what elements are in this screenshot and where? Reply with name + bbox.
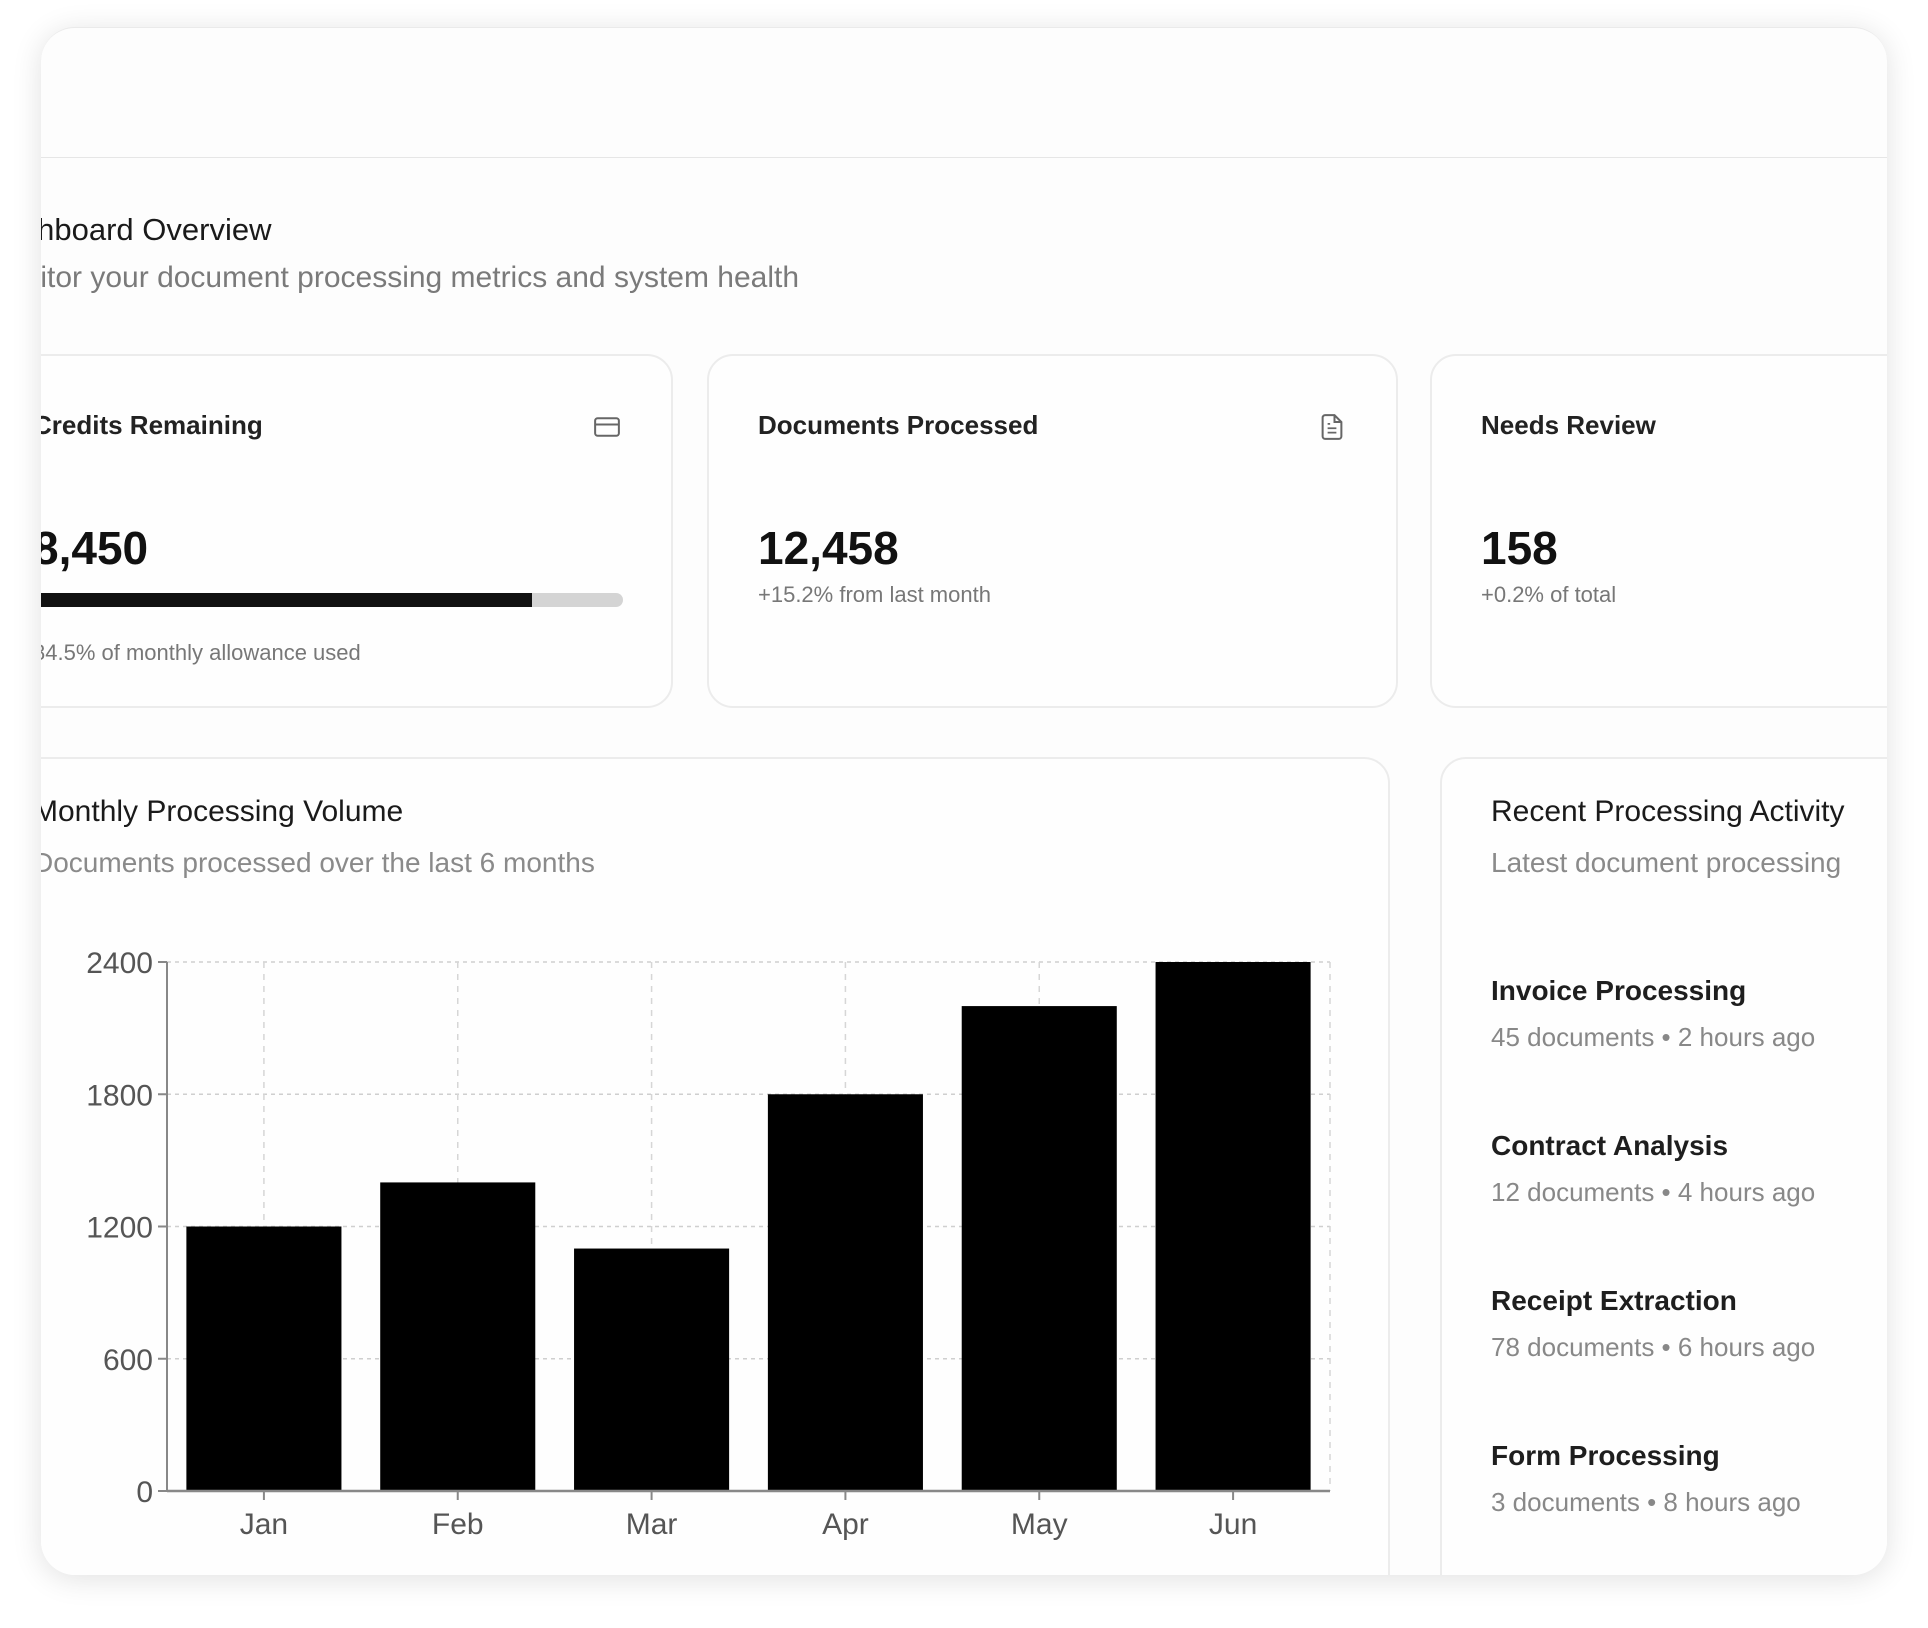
bar-feb bbox=[380, 1182, 536, 1491]
file-text-icon bbox=[1321, 414, 1343, 440]
documents-processed-card: Documents Processed 12,458 +15.2% from l… bbox=[707, 354, 1398, 708]
x-tick-label: May bbox=[1011, 1508, 1068, 1541]
activity-name: Form Processing bbox=[1491, 1440, 1720, 1471]
activity-name: Invoice Processing bbox=[1491, 975, 1747, 1006]
x-tick-label: Jan bbox=[240, 1508, 288, 1541]
bar-jan bbox=[186, 1226, 342, 1491]
needs-review-value: 158 bbox=[1481, 522, 1558, 574]
y-tick-label: 0 bbox=[136, 1476, 153, 1509]
activity-meta: 78 documents • 6 hours ago bbox=[1491, 1332, 1816, 1362]
credits-value: 8,450 bbox=[41, 522, 149, 574]
chart-subtitle: Documents processed over the last 6 mont… bbox=[41, 847, 595, 878]
y-tick-label: 1800 bbox=[86, 1079, 153, 1112]
bar-chart: 0 600 1200 1800 2400 Jan Feb Mar Apr May Jun bbox=[86, 947, 1331, 1541]
credits-progress-fill bbox=[41, 593, 532, 607]
x-tick-label: Mar bbox=[626, 1508, 678, 1541]
credits-remaining-card: Credits Remaining 8,450 84.5% of monthly… bbox=[41, 354, 673, 708]
documents-value: 12,458 bbox=[758, 522, 899, 574]
documents-note: +15.2% from last month bbox=[758, 582, 991, 607]
y-tick-label: 2400 bbox=[86, 947, 153, 980]
bar-mar bbox=[574, 1248, 730, 1491]
top-header-bar bbox=[41, 28, 1887, 158]
activity-name: Receipt Extraction bbox=[1491, 1285, 1737, 1316]
card-label: Documents Processed bbox=[758, 410, 1039, 440]
activity-name: Contract Analysis bbox=[1491, 1130, 1729, 1161]
activity-meta: 12 documents • 4 hours ago bbox=[1491, 1177, 1816, 1207]
chart-title: Monthly Processing Volume bbox=[41, 795, 404, 828]
page-subtitle: Monitor your document processing metrics… bbox=[41, 261, 800, 294]
x-tick-label: Feb bbox=[432, 1508, 484, 1541]
bar-jun bbox=[1155, 962, 1311, 1491]
bar-may bbox=[961, 1006, 1117, 1491]
bar-apr bbox=[767, 1094, 923, 1491]
app-window: Dashboard Overview Monitor your document… bbox=[41, 27, 1887, 1575]
monthly-volume-card: Monthly Processing Volume Documents proc… bbox=[41, 757, 1390, 1575]
activity-meta: 3 documents • 8 hours ago bbox=[1491, 1487, 1801, 1517]
y-tick-label: 1200 bbox=[86, 1212, 153, 1245]
page-title: Dashboard Overview bbox=[41, 212, 272, 247]
recent-activity-card: Recent Processing Activity Latest docume… bbox=[1440, 757, 1887, 1575]
credits-note: 84.5% of monthly allowance used bbox=[41, 640, 361, 665]
credit-card-icon bbox=[594, 417, 620, 437]
activity-subtitle: Latest document processing bbox=[1491, 847, 1842, 878]
x-tick-label: Jun bbox=[1209, 1508, 1257, 1541]
x-tick-label: Apr bbox=[822, 1508, 869, 1541]
activity-meta: 45 documents • 2 hours ago bbox=[1491, 1022, 1816, 1052]
needs-review-card: Needs Review 158 +0.2% of total bbox=[1430, 354, 1887, 708]
y-tick-label: 600 bbox=[103, 1344, 153, 1377]
card-label: Needs Review bbox=[1481, 410, 1656, 440]
needs-review-note: +0.2% of total bbox=[1481, 582, 1617, 607]
card-label: Credits Remaining bbox=[41, 410, 263, 440]
credits-progress-bar bbox=[41, 593, 623, 607]
activity-title: Recent Processing Activity bbox=[1491, 795, 1845, 828]
